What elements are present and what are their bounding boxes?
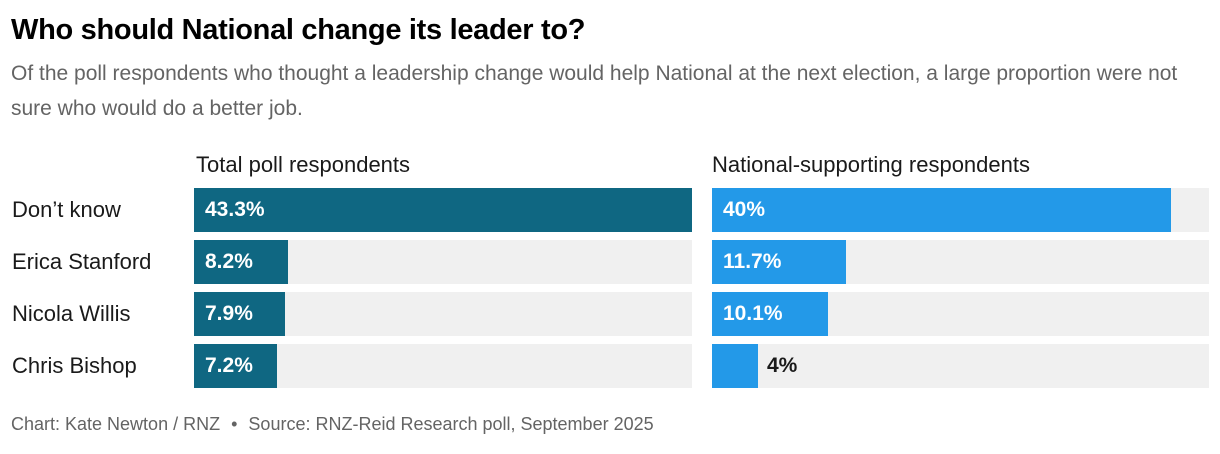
chart-source: Source: RNZ-Reid Research poll, Septembe… [248,414,654,434]
chart-credit: Chart: Kate Newton / RNZ [11,414,221,434]
category-label: Don’t know [12,197,121,222]
data-label: 43.3% [205,198,265,221]
category-label: Nicola Willis [12,301,131,326]
bar-track: 7.2% [194,344,692,388]
data-label: 11.7% [723,250,782,273]
data-label: 4% [767,354,798,377]
data-label: 10.1% [723,302,783,325]
data-label: 8.2% [205,250,253,273]
bar [194,292,285,336]
bar-track: 7.9% [194,292,692,336]
data-label: 40% [723,198,766,221]
bar-track: 8.2% [194,240,692,284]
bar [194,188,692,232]
footer-separator: • [231,414,238,434]
chart-subtitle: Of the poll respondents who thought a le… [11,62,1178,120]
bar-track: 4% [712,344,1209,388]
bar [712,188,1171,232]
category-label: Erica Stanford [12,249,152,274]
bar [194,240,288,284]
bar-track: 10.1% [712,292,1209,336]
data-label: 7.2% [205,354,253,377]
category-label: Chris Bishop [12,353,137,378]
bar-track: 40% [712,188,1209,232]
bar-track: 43.3% [194,188,692,232]
chart-footer: Chart: Kate Newton / RNZ • Source: RNZ-R… [11,414,654,435]
panel-heading-total: Total poll respondents [196,152,411,177]
bar-track: 11.7% [712,240,1209,284]
bar [712,292,828,336]
chart-title: Who should National change its leader to… [11,14,586,46]
bar [712,240,846,284]
data-label: 7.9% [205,302,253,325]
bar [712,344,758,388]
bar [194,344,277,388]
panel-heading-national: National-supporting respondents [712,152,1030,177]
